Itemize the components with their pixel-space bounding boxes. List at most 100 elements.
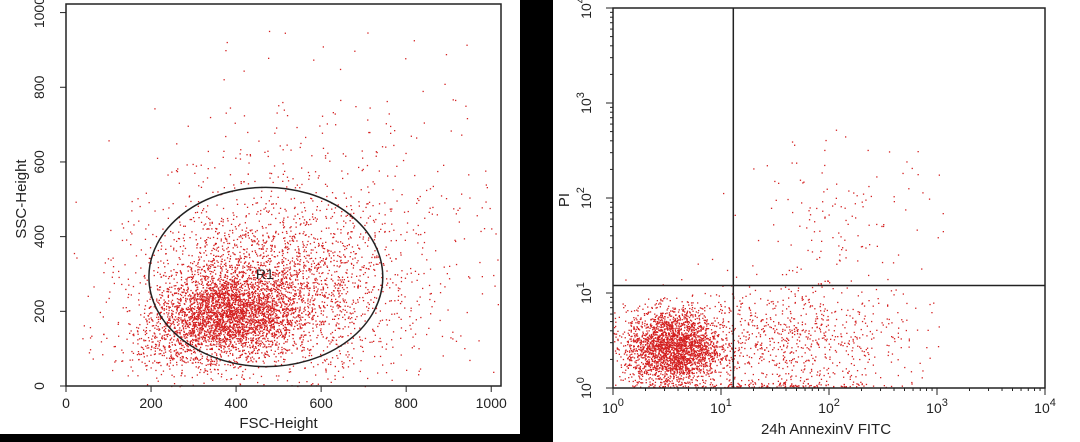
scatter-point bbox=[242, 303, 244, 306]
scatter-point bbox=[277, 316, 279, 318]
scatter-point bbox=[219, 297, 222, 299]
scatter-point bbox=[291, 352, 293, 354]
scatter-point bbox=[271, 302, 273, 304]
scatter-point bbox=[280, 306, 283, 308]
scatter-point bbox=[214, 319, 216, 321]
scatter-point bbox=[140, 267, 142, 269]
scatter-point bbox=[210, 316, 212, 319]
scatter-point bbox=[235, 283, 237, 285]
scatter-point bbox=[222, 265, 224, 268]
scatter-point bbox=[201, 290, 203, 292]
scatter-point bbox=[275, 303, 277, 305]
scatter-point bbox=[197, 338, 199, 340]
scatter-point bbox=[268, 293, 270, 295]
scatter-point bbox=[233, 325, 235, 327]
scatter-point bbox=[128, 284, 130, 286]
scatter-point bbox=[267, 304, 269, 306]
scatter-point bbox=[161, 335, 164, 337]
scatter-point bbox=[218, 322, 220, 324]
scatter-point bbox=[212, 236, 215, 239]
scatter-point bbox=[261, 325, 263, 327]
scatter-point bbox=[263, 303, 265, 305]
scatter-point bbox=[211, 295, 213, 297]
scatter-point bbox=[303, 267, 305, 269]
scatter-point bbox=[236, 203, 239, 205]
scatter-point bbox=[266, 310, 268, 313]
scatter-point bbox=[265, 255, 268, 258]
scatter-point bbox=[201, 325, 204, 327]
scatter-point bbox=[160, 353, 162, 355]
scatter-point bbox=[299, 338, 301, 340]
scatter-point bbox=[316, 206, 318, 208]
scatter-point bbox=[346, 214, 349, 216]
scatter-point bbox=[210, 348, 212, 350]
scatter-point bbox=[276, 303, 278, 305]
scatter-point bbox=[185, 321, 187, 323]
scatter-point bbox=[178, 312, 181, 314]
scatter-point bbox=[221, 310, 223, 313]
scatter-point bbox=[363, 265, 365, 267]
scatter-point bbox=[259, 282, 261, 284]
scatter-point bbox=[258, 307, 260, 309]
scatter-point bbox=[169, 316, 171, 318]
scatter-point bbox=[286, 176, 289, 178]
scatter-point bbox=[302, 324, 305, 326]
scatter-point bbox=[168, 330, 170, 332]
scatter-point bbox=[187, 306, 189, 309]
scatter-point bbox=[198, 268, 200, 271]
scatter-point bbox=[248, 330, 250, 332]
scatter-point bbox=[254, 286, 256, 288]
scatter-point bbox=[249, 269, 251, 271]
scatter-point bbox=[171, 171, 173, 173]
scatter-point bbox=[296, 240, 298, 242]
scatter-point bbox=[244, 326, 246, 328]
scatter-point bbox=[234, 299, 236, 301]
scatter-point bbox=[252, 340, 254, 342]
scatter-point bbox=[168, 322, 170, 324]
scatter-point bbox=[196, 293, 199, 296]
scatter-point bbox=[287, 314, 289, 316]
scatter-point bbox=[261, 312, 263, 314]
scatter-point bbox=[351, 273, 353, 275]
scatter-point bbox=[246, 346, 249, 348]
scatter-point bbox=[184, 281, 186, 284]
scatter-point bbox=[315, 311, 317, 314]
scatter-point bbox=[207, 278, 209, 280]
scatter-point bbox=[350, 276, 353, 278]
scatter-point bbox=[261, 323, 263, 326]
scatter-point bbox=[228, 345, 230, 347]
scatter-point bbox=[286, 277, 288, 280]
scatter-point bbox=[276, 322, 279, 324]
scatter-point bbox=[260, 303, 263, 305]
scatter-point bbox=[224, 329, 226, 331]
scatter-point bbox=[183, 311, 185, 313]
scatter-point bbox=[296, 302, 298, 304]
scatter-point bbox=[416, 202, 418, 204]
scatter-point bbox=[202, 309, 204, 311]
scatter-point bbox=[205, 275, 207, 277]
scatter-point bbox=[171, 293, 174, 296]
scatter-point bbox=[282, 308, 284, 310]
scatter-point bbox=[216, 343, 218, 345]
scatter-point bbox=[324, 279, 326, 281]
scatter-point bbox=[325, 337, 327, 340]
scatter-point bbox=[231, 291, 234, 293]
scatter-point bbox=[206, 228, 208, 230]
scatter-point bbox=[304, 356, 307, 359]
scatter-point bbox=[209, 334, 211, 336]
scatter-point bbox=[275, 280, 278, 282]
scatter-point bbox=[261, 272, 264, 274]
scatter-point bbox=[243, 334, 245, 336]
scatter-point bbox=[311, 319, 313, 321]
scatter-point bbox=[337, 318, 340, 320]
scatter-point bbox=[412, 322, 414, 324]
scatter-point bbox=[351, 342, 353, 344]
scatter-point bbox=[277, 310, 280, 312]
scatter-point bbox=[206, 356, 208, 358]
scatter-point bbox=[219, 320, 222, 322]
scatter-point bbox=[121, 223, 123, 225]
scatter-point bbox=[232, 334, 234, 337]
scatter-point bbox=[351, 303, 353, 305]
scatter-point bbox=[226, 292, 229, 294]
scatter-point bbox=[248, 288, 250, 290]
